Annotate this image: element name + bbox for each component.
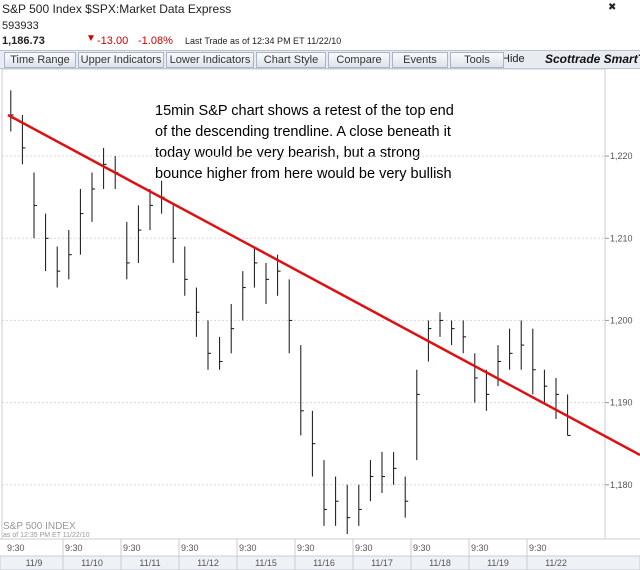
toolbar-button[interactable]: Tools [450,52,504,68]
day-label: 11/10 [81,558,103,568]
day-label: 11/22 [545,558,567,568]
y-tick-label: 1,190 [610,398,633,408]
toolbar-button[interactable]: Events [392,52,448,68]
session-label: 9:30 [471,543,489,553]
change: -13.00 [97,35,129,47]
change-pct: -1.08% [138,35,173,47]
y-tick-label: 1,220 [610,151,633,161]
toolbar-button[interactable]: Upper Indicators [78,52,164,68]
y-tick-label: 1,200 [610,315,633,325]
toolbar-button[interactable]: Lower Indicators [166,52,254,68]
y-tick-label: 1,210 [610,233,633,243]
session-label: 9:30 [355,543,373,553]
date-strip [0,555,640,570]
trendline [7,113,640,457]
as-of: as of 12:35 PM ET 11/22/10 [3,532,90,539]
day-label: 11/19 [487,558,509,568]
code: 593933 [2,20,39,32]
session-label: 9:30 [123,543,141,553]
session-label: 9:30 [7,543,25,553]
price: 1,186.73 [2,35,45,47]
session-label: 9:30 [239,543,257,553]
annotation-line: today would be very bearish, but a stron… [155,145,420,161]
plot-frame [1,68,606,540]
day-label: 11/18 [429,558,451,568]
annotation-line: of the descending trendline. A close ben… [155,124,451,140]
title: S&P 500 Index $SPX:Market Data Express [2,2,232,16]
chart: S&P 500 INDEX as of 12:35 PM ET 11/22/10… [0,68,640,570]
annotation-line: 15min S&P chart shows a retest of the to… [155,103,454,119]
day-label: 11/12 [197,558,219,568]
toolbar: Hide Scottrade SmartTex Time RangeUpper … [0,50,640,69]
y-tick-label: 1,180 [610,480,633,490]
annotation: 15min S&P chart shows a retest of the to… [155,103,454,182]
day-label: 11/17 [371,558,393,568]
day-label: 11/9 [26,558,43,568]
last-trade: Last Trade as of 12:34 PM ET 11/22/10 [185,36,342,46]
toolbar-button[interactable]: Chart Style [256,52,326,68]
toolbar-button[interactable]: Time Range [4,52,76,68]
index-name: S&P 500 INDEX [3,521,76,532]
session-label: 9:30 [413,543,431,553]
session-label: 9:30 [65,543,83,553]
day-label: 11/11 [139,558,160,568]
session-label: 9:30 [181,543,199,553]
annotation-line: bounce higher from here would be very bu… [155,166,452,182]
session-label: 9:30 [529,543,547,553]
toolbar-button[interactable]: Compare [328,52,390,68]
hide[interactable]: Hide [502,53,525,65]
down-arrow: ▼ [86,33,96,44]
session-label: 9:30 [297,543,315,553]
brand: Scottrade SmartTex [545,52,640,66]
day-label: 11/16 [313,558,335,568]
day-label: 11/15 [255,558,277,568]
close-icon[interactable]: ✖ [608,2,617,13]
